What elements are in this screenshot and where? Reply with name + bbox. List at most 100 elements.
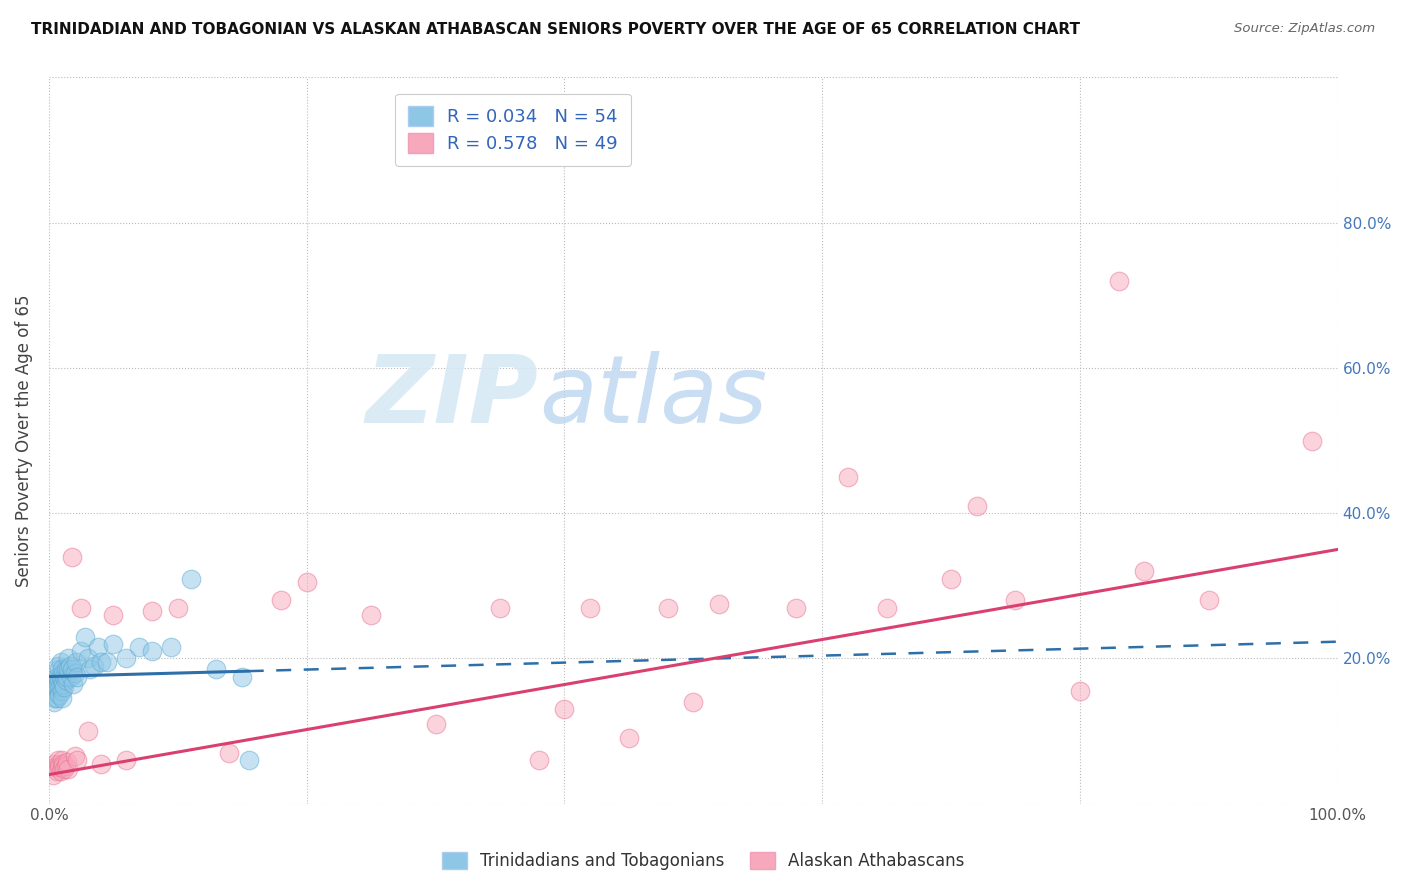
Point: [44, 691, 66, 706]
Point: [425, 716, 447, 731]
Point: [617, 731, 640, 746]
Point: [837, 470, 859, 484]
Point: [579, 600, 602, 615]
Point: [70, 644, 93, 658]
Point: [62, 677, 84, 691]
Point: [489, 600, 512, 615]
Point: [295, 575, 318, 590]
Point: [360, 607, 382, 622]
Point: [141, 604, 163, 618]
Point: [205, 662, 228, 676]
Point: [682, 695, 704, 709]
Point: [707, 597, 730, 611]
Point: [51, 673, 73, 688]
Point: [76, 651, 98, 665]
Point: [42, 767, 65, 781]
Point: [49, 655, 72, 669]
Point: [53, 669, 76, 683]
Point: [48, 756, 70, 771]
Point: [166, 600, 188, 615]
Point: [45, 691, 67, 706]
Point: [52, 756, 75, 771]
Point: [83, 658, 105, 673]
Point: [51, 760, 73, 774]
Point: [65, 655, 87, 669]
Point: [128, 640, 150, 655]
Point: [49, 764, 72, 778]
Point: [76, 724, 98, 739]
Text: TRINIDADIAN AND TOBAGONIAN VS ALASKAN ATHABASCAN SENIORS POVERTY OVER THE AGE OF: TRINIDADIAN AND TOBAGONIAN VS ALASKAN AT…: [31, 22, 1080, 37]
Point: [55, 759, 77, 773]
Point: [160, 640, 183, 655]
Legend: R = 0.034   N = 54, R = 0.578   N = 49: R = 0.034 N = 54, R = 0.578 N = 49: [395, 94, 631, 166]
Point: [66, 669, 89, 683]
Point: [42, 756, 65, 771]
Point: [44, 681, 66, 695]
Text: atlas: atlas: [538, 351, 766, 442]
Point: [939, 572, 962, 586]
Point: [73, 630, 96, 644]
Point: [785, 600, 807, 615]
Point: [87, 640, 110, 655]
Point: [79, 662, 101, 676]
Text: Source: ZipAtlas.com: Source: ZipAtlas.com: [1234, 22, 1375, 36]
Point: [876, 600, 898, 615]
Point: [56, 669, 79, 683]
Point: [58, 762, 80, 776]
Point: [1198, 593, 1220, 607]
Point: [45, 669, 67, 683]
Point: [48, 760, 70, 774]
Point: [103, 607, 125, 622]
Legend: Trinidadians and Tobagonians, Alaskan Athabascans: Trinidadians and Tobagonians, Alaskan At…: [434, 845, 972, 877]
Point: [55, 673, 77, 688]
Point: [966, 499, 988, 513]
Point: [42, 684, 65, 698]
Point: [180, 572, 202, 586]
Point: [89, 655, 111, 669]
Point: [141, 644, 163, 658]
Point: [49, 681, 72, 695]
Point: [657, 600, 679, 615]
Point: [45, 764, 67, 778]
Point: [49, 669, 72, 683]
Point: [52, 677, 75, 691]
Point: [46, 669, 69, 683]
Point: [527, 753, 550, 767]
Point: [51, 662, 73, 676]
Point: [59, 669, 82, 683]
Point: [218, 746, 240, 760]
Point: [55, 662, 77, 676]
Point: [46, 677, 69, 691]
Point: [48, 688, 70, 702]
Point: [51, 691, 73, 706]
Point: [553, 702, 575, 716]
Point: [53, 762, 76, 776]
Point: [60, 662, 83, 676]
Point: [45, 681, 67, 695]
Point: [1069, 684, 1091, 698]
Point: [115, 651, 138, 665]
Point: [63, 749, 86, 764]
Point: [103, 637, 125, 651]
Point: [1108, 274, 1130, 288]
Point: [1004, 593, 1026, 607]
Point: [48, 662, 70, 676]
Y-axis label: Seniors Poverty Over the Age of 65: Seniors Poverty Over the Age of 65: [15, 294, 32, 587]
Point: [70, 600, 93, 615]
Point: [52, 665, 75, 680]
Point: [53, 681, 76, 695]
Point: [48, 681, 70, 695]
Point: [238, 753, 260, 767]
Point: [96, 655, 118, 669]
Point: [46, 658, 69, 673]
Point: [48, 673, 70, 688]
Point: [58, 651, 80, 665]
Point: [51, 684, 73, 698]
Point: [42, 695, 65, 709]
Point: [115, 753, 138, 767]
Point: [56, 755, 79, 769]
Point: [1301, 434, 1323, 448]
Point: [51, 753, 73, 767]
Point: [89, 756, 111, 771]
Point: [60, 549, 83, 564]
